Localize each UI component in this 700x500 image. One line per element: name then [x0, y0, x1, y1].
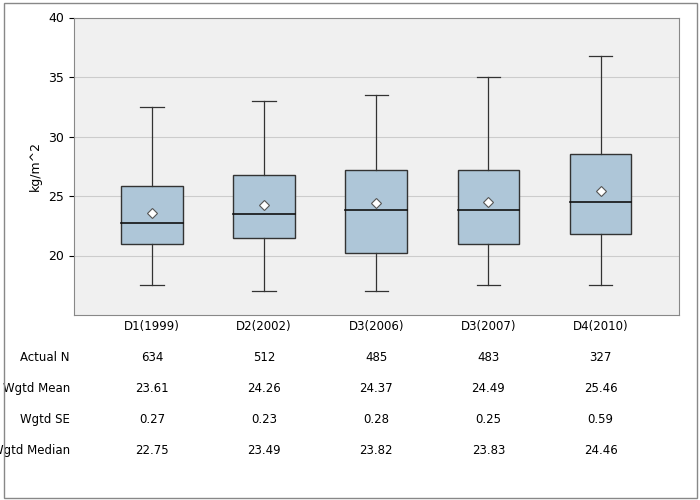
Text: Wgtd Mean: Wgtd Mean	[3, 382, 70, 395]
Text: 485: 485	[365, 351, 387, 364]
Bar	[121, 186, 183, 244]
Text: 0.28: 0.28	[363, 413, 389, 426]
Text: 327: 327	[589, 351, 612, 364]
Bar	[233, 174, 295, 238]
Text: 24.46: 24.46	[584, 444, 617, 457]
Text: 23.82: 23.82	[360, 444, 393, 457]
Text: 0.59: 0.59	[587, 413, 613, 426]
Text: 0.27: 0.27	[139, 413, 165, 426]
Text: D2(2002): D2(2002)	[237, 320, 292, 333]
Text: D3(2007): D3(2007)	[461, 320, 516, 333]
Bar	[570, 154, 631, 234]
Bar	[458, 170, 519, 244]
Text: 0.25: 0.25	[475, 413, 501, 426]
Text: 23.49: 23.49	[247, 444, 281, 457]
Text: D1(1999): D1(1999)	[124, 320, 180, 333]
Text: 0.23: 0.23	[251, 413, 277, 426]
Text: 24.49: 24.49	[472, 382, 505, 395]
Bar	[345, 170, 407, 253]
Text: D3(2006): D3(2006)	[349, 320, 404, 333]
Text: Wgtd SE: Wgtd SE	[20, 413, 70, 426]
Text: 24.37: 24.37	[359, 382, 393, 395]
Y-axis label: kg/m^2: kg/m^2	[29, 141, 42, 191]
Text: 483: 483	[477, 351, 500, 364]
Text: 512: 512	[253, 351, 275, 364]
Text: 23.61: 23.61	[135, 382, 169, 395]
Text: 634: 634	[141, 351, 163, 364]
Text: 23.83: 23.83	[472, 444, 505, 457]
Text: 25.46: 25.46	[584, 382, 617, 395]
Text: D4(2010): D4(2010)	[573, 320, 629, 333]
Text: 24.26: 24.26	[247, 382, 281, 395]
Text: 22.75: 22.75	[135, 444, 169, 457]
Text: Wgtd Median: Wgtd Median	[0, 444, 70, 457]
Text: Actual N: Actual N	[20, 351, 70, 364]
